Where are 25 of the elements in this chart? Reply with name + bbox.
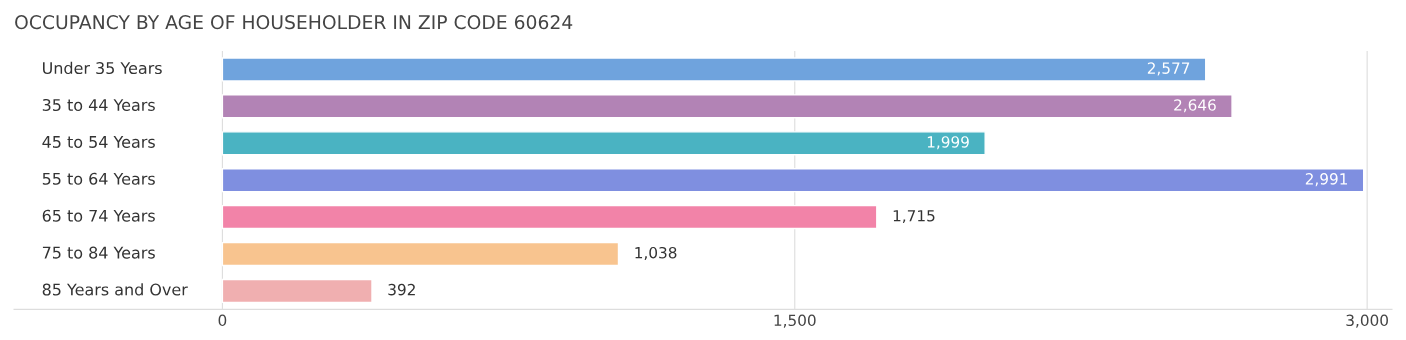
y-tick-label: 55 to 64 Years	[42, 172, 155, 185]
data-label: 392	[388, 283, 415, 296]
data-label: 1,999	[927, 136, 969, 150]
data-label: 2,991	[1305, 173, 1348, 187]
bar	[221, 278, 373, 304]
bar	[221, 131, 986, 156]
bar	[221, 168, 1365, 193]
y-tick-label: 75 to 84 Years	[42, 246, 155, 259]
data-label: 1,715	[893, 210, 935, 224]
bar	[221, 94, 1233, 119]
chart-title: OCCUPANCY BY AGE OF HOUSEHOLDER IN ZIP CODE 60624	[15, 15, 573, 30]
y-tick-label: 35 to 44 Years	[42, 98, 155, 112]
x-tick-label: 0	[218, 314, 227, 327]
data-label: 1,038	[635, 246, 677, 261]
bar	[221, 57, 1207, 82]
data-label: 2,646	[1174, 99, 1216, 113]
data-label: 2,577	[1147, 62, 1190, 76]
y-tick-label: 65 to 74 Years	[42, 209, 155, 222]
bar	[221, 241, 620, 267]
x-tick-label: 3,000	[1346, 314, 1388, 328]
bar	[221, 204, 878, 230]
x-tick-label: 1,500	[774, 314, 816, 328]
y-tick-label: Under 35 Years	[43, 61, 162, 75]
y-tick-label: 45 to 54 Years	[42, 136, 155, 148]
y-tick-label: 85 Years and Over	[42, 283, 188, 296]
